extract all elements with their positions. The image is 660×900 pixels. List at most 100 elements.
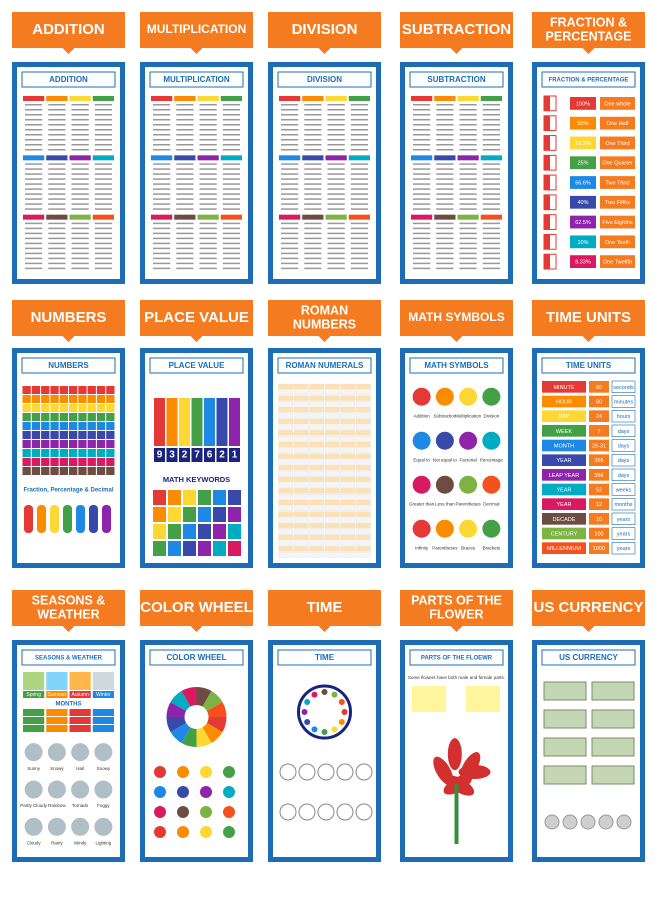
table-line [25, 227, 43, 230]
roman-cell [278, 523, 294, 529]
roman-cell [278, 517, 294, 523]
table-line [436, 173, 454, 175]
table-line [459, 257, 477, 260]
number-cell [59, 422, 68, 430]
paint-blob [154, 826, 166, 838]
table-line [153, 193, 171, 195]
number-cell [78, 395, 87, 403]
unit-chip [542, 542, 586, 554]
table-header [279, 96, 301, 101]
table-line [153, 252, 171, 255]
roman-cell [309, 540, 325, 546]
roman-cell [324, 534, 340, 540]
table-line [327, 208, 345, 210]
banner [268, 590, 381, 632]
banner [140, 12, 253, 54]
roman-cell [355, 488, 371, 494]
equiv-chip [611, 439, 636, 452]
number-cell [22, 440, 31, 448]
table-line [327, 227, 345, 230]
paint-blob [154, 766, 166, 778]
poster-title: MULTIPLICATION [163, 75, 230, 84]
roman-cell [324, 465, 340, 471]
table-line [327, 173, 345, 175]
table-line [327, 149, 345, 151]
number-cell [96, 386, 106, 394]
season: Autumn [72, 692, 89, 698]
table-line [71, 168, 89, 170]
table-line [350, 129, 368, 131]
table-line [413, 168, 431, 170]
roman-cell [355, 482, 371, 488]
digit: 1 [232, 450, 238, 461]
unit-value: 60 [596, 385, 602, 391]
roman-cell [309, 430, 325, 436]
unit: DAY [559, 414, 570, 420]
digit-box [191, 448, 203, 462]
unit-value: 366 [594, 473, 603, 479]
unit-equiv: months [614, 502, 632, 508]
roman-cell [324, 476, 340, 482]
number-cell [87, 422, 96, 430]
roman-cell [340, 546, 356, 552]
number-cell [96, 440, 106, 448]
petal [433, 756, 454, 786]
table-line [413, 163, 431, 165]
table-line [71, 119, 89, 121]
table-line [482, 124, 500, 126]
table-line [459, 139, 477, 141]
table-line [281, 178, 299, 180]
table-line [176, 109, 194, 111]
table-line [94, 114, 112, 116]
poster-title: FRACTION & PERCENTAGE [549, 78, 629, 84]
roman-cell [324, 453, 340, 459]
table-line [304, 144, 322, 146]
table-line [459, 198, 477, 200]
number-cell [31, 386, 41, 394]
icon-label: Not equal to [433, 457, 458, 462]
roman-cell [340, 523, 356, 529]
icon-label: Parentheses [432, 545, 458, 550]
icon-label: Cloudy [27, 840, 42, 845]
table-header [69, 214, 91, 220]
unit-chip [542, 381, 586, 393]
fraction-name: One Twelfth [603, 260, 632, 266]
number-cell [22, 413, 31, 421]
banner-text: COLOR WHEEL [140, 599, 253, 616]
table-line [48, 232, 66, 235]
table-line [71, 144, 89, 146]
roman-cell [278, 430, 294, 436]
table-line [48, 109, 66, 111]
keyword-cell [183, 507, 196, 522]
table-line [281, 227, 299, 230]
roman-cell [324, 488, 340, 494]
table-line [459, 183, 477, 185]
table-line [327, 144, 345, 146]
roman-cell [309, 552, 325, 558]
table-line [94, 144, 112, 146]
table-header [197, 96, 219, 101]
clock-dot [331, 691, 338, 698]
table-line [176, 208, 194, 210]
roman-cell [355, 389, 371, 395]
table-line [436, 232, 454, 235]
number-cell [59, 431, 68, 439]
value-chip [589, 513, 609, 525]
keyword-cell [168, 507, 181, 522]
table-line [222, 203, 240, 205]
table-line [327, 104, 345, 106]
poster-title-box [149, 649, 244, 666]
table-line [222, 163, 240, 165]
season-picture [23, 672, 45, 690]
table-line [94, 198, 112, 200]
number-cell [96, 458, 106, 466]
keyword-cell [228, 524, 241, 539]
table-line [304, 247, 322, 250]
number-cell [96, 431, 106, 439]
banner [532, 12, 645, 54]
table-line [281, 163, 299, 165]
table-header [279, 155, 301, 161]
table-line [48, 163, 66, 165]
table-line [281, 252, 299, 255]
table-header [197, 155, 219, 161]
